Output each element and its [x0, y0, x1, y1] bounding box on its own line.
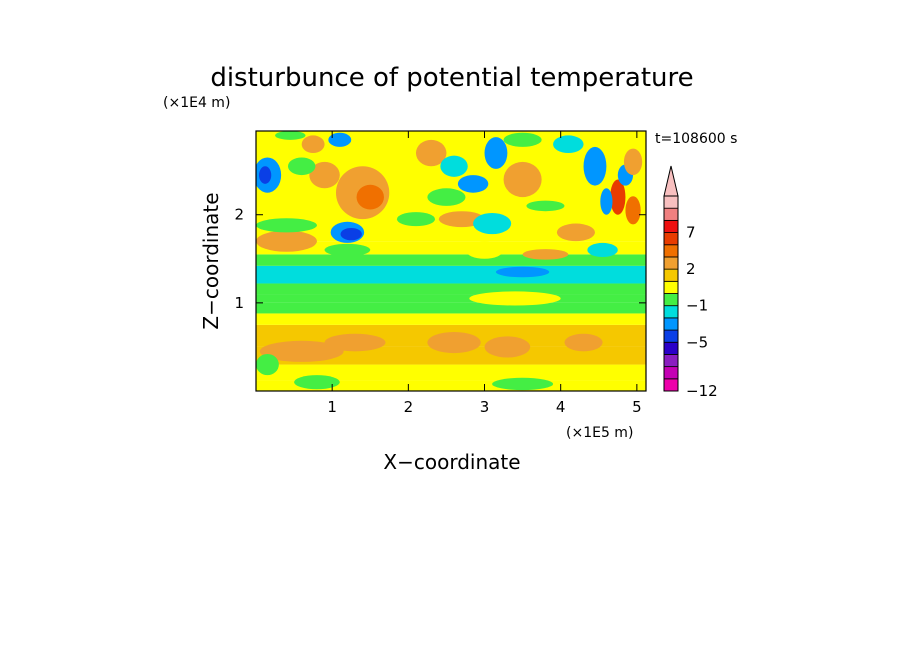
heatmap-cell [440, 155, 468, 177]
heatmap-band [256, 380, 646, 391]
heatmap-cell [340, 227, 362, 241]
colorbar-tick-label: −5 [686, 333, 708, 351]
colorbar-bin [663, 268, 679, 282]
colorbar-bin [663, 244, 679, 258]
heatmap-cell [427, 331, 481, 354]
heatmap-cell [583, 146, 607, 186]
heatmap-cell [256, 230, 317, 252]
heatmap-band [256, 254, 646, 266]
y-axis: 12 [234, 206, 646, 312]
heatmap-cell [324, 333, 386, 352]
colorbar-bin [663, 354, 679, 368]
heatmap-cell [294, 375, 340, 390]
heatmap-cell [625, 196, 641, 225]
colorbar-bin [663, 366, 679, 380]
x-tick-label: 1 [327, 398, 337, 416]
heatmap-cell [484, 336, 531, 358]
heatmap-cell [495, 266, 550, 278]
y-tick-label: 1 [234, 294, 244, 312]
y-scale-label: (×1E4 m) [163, 95, 230, 111]
heatmap-cell [259, 340, 344, 362]
plot-frame [255, 130, 647, 392]
heatmap-cell [324, 243, 371, 257]
x-tick-label: 3 [480, 398, 490, 416]
heatmap-cell [469, 291, 561, 306]
heatmap-band [256, 302, 646, 314]
heatmap-cell [473, 212, 512, 235]
colorbar-bin [663, 195, 679, 209]
x-tick-label: 5 [632, 398, 642, 416]
x-axis-label: X−coordinate [383, 450, 520, 474]
heatmap-cell [564, 175, 588, 202]
heatmap-cell [553, 135, 584, 154]
colorbar-frame [663, 195, 679, 392]
colorbar-bin [663, 378, 679, 392]
x-scale-label: (×1E5 m) [566, 425, 633, 441]
heatmap-cell [396, 212, 436, 227]
heatmap-band [256, 265, 646, 284]
heatmap-cell [526, 200, 565, 212]
colorbar-bin [663, 256, 679, 270]
colorbar-tick-label: 2 [686, 260, 696, 278]
colorbar-tick-label: −12 [686, 382, 718, 400]
heatmap-cell [484, 137, 508, 169]
heatmap-cell [328, 132, 352, 147]
heatmap-cell [415, 139, 447, 167]
heatmap-cell [623, 148, 643, 176]
heatmap-cell [610, 179, 626, 215]
heatmap-cell [259, 166, 272, 184]
x-tick-label: 2 [404, 398, 414, 416]
heatmap-cell [465, 241, 504, 259]
heatmap-cell [457, 175, 489, 193]
heatmap-band [256, 346, 646, 365]
colorbar: 7 2 −1 −5 −12 [663, 165, 718, 400]
colorbar-bin [663, 317, 679, 331]
chart-title: disturbunce of potential temperature [210, 63, 693, 93]
y-axis-label: Z−coordinate [199, 192, 223, 329]
heatmap-band [256, 364, 646, 381]
heatmap-cell [600, 188, 613, 215]
heatmap-cell [522, 249, 569, 260]
heatmap-cell [503, 161, 542, 198]
heatmap-cell [492, 377, 554, 391]
heatmap-band [256, 283, 646, 295]
heatmap-cell [256, 218, 317, 233]
colorbar-bin [663, 207, 679, 221]
heatmap-cell [587, 242, 618, 258]
colorbar-bin [663, 329, 679, 343]
heatmap-cell [438, 211, 485, 228]
y-tick-label: 2 [234, 206, 244, 224]
colorbar-bin [663, 341, 679, 355]
heatmap-cell [564, 333, 603, 352]
heatmap-band [256, 313, 646, 325]
heatmap-cell [287, 157, 316, 176]
heatmap-cell [256, 353, 279, 376]
heatmap-cell [301, 135, 325, 154]
colorbar-bin [663, 219, 679, 233]
heatmap-band [256, 294, 646, 303]
x-tick-label: 4 [556, 398, 566, 416]
colorbar-bin [663, 293, 679, 307]
heatmap-cell [556, 223, 595, 242]
heatmap-cell [275, 131, 306, 140]
colorbar-bin [663, 280, 679, 294]
plot-area [256, 131, 646, 391]
heatmap-cell [427, 188, 466, 206]
colorbar-extend-arrow [663, 165, 679, 197]
x-axis: 1 2 3 4 5 [327, 131, 642, 416]
heatmap-cell [309, 161, 340, 189]
colorbar-bin [663, 232, 679, 246]
colorbar-tick-label: 7 [686, 224, 696, 242]
heatmap-cell [503, 132, 542, 147]
colorbar-tick-label: −1 [686, 297, 708, 315]
heatmap-cell [356, 184, 384, 210]
time-label: t=108600 s [655, 131, 737, 147]
colorbar-bin [663, 305, 679, 319]
